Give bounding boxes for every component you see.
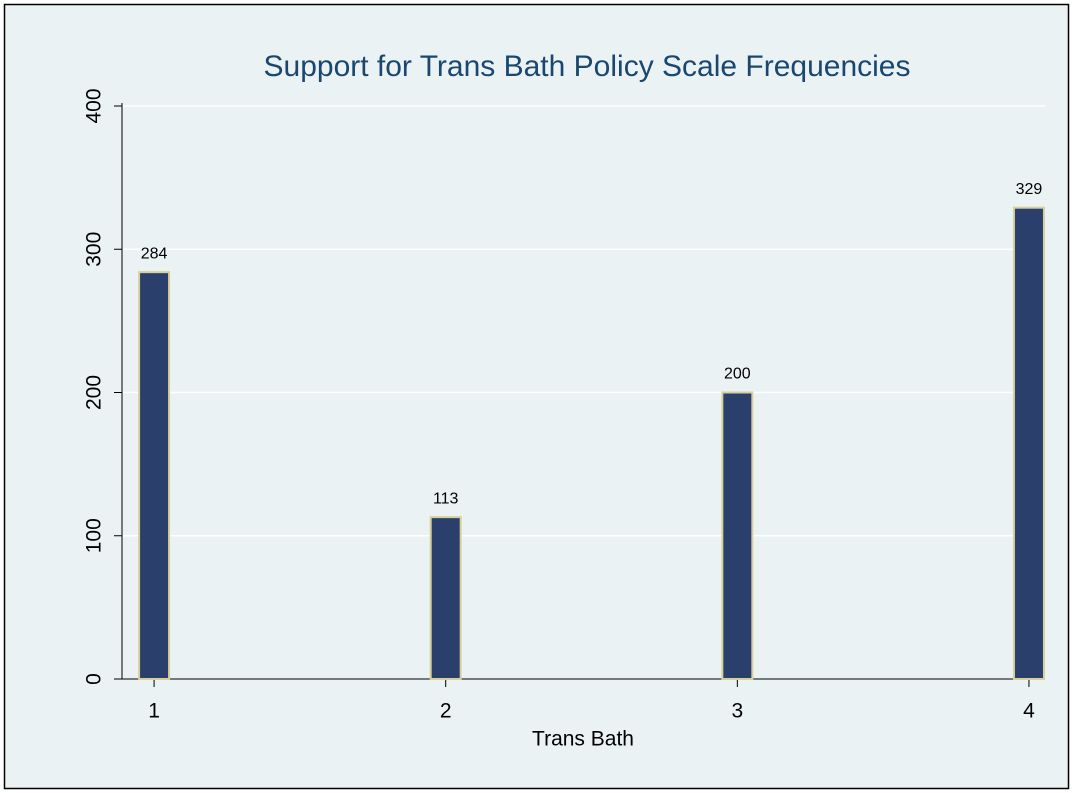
chart-frame [3, 3, 1070, 790]
bar [1012, 206, 1045, 681]
y-tick-label: 400 [83, 88, 106, 123]
x-tick-label: 1 [148, 700, 160, 723]
x-axis-label: Trans Bath [532, 728, 634, 751]
y-tick-label: 200 [83, 375, 106, 410]
x-tick-label: 3 [731, 700, 743, 723]
data-label: 113 [433, 490, 459, 507]
y-tick-label: 100 [83, 518, 106, 553]
y-tick-label: 0 [83, 673, 106, 685]
bar [429, 516, 462, 680]
bar [721, 391, 754, 680]
data-label: 284 [141, 245, 168, 262]
data-label: 329 [1016, 181, 1043, 198]
x-tick-label: 4 [1023, 700, 1035, 723]
bar [138, 271, 171, 680]
y-tick-label: 300 [83, 232, 106, 267]
data-label: 200 [724, 366, 751, 383]
x-tick-label: 2 [440, 700, 452, 723]
chart-title: Support for Trans Bath Policy Scale Freq… [264, 50, 911, 83]
